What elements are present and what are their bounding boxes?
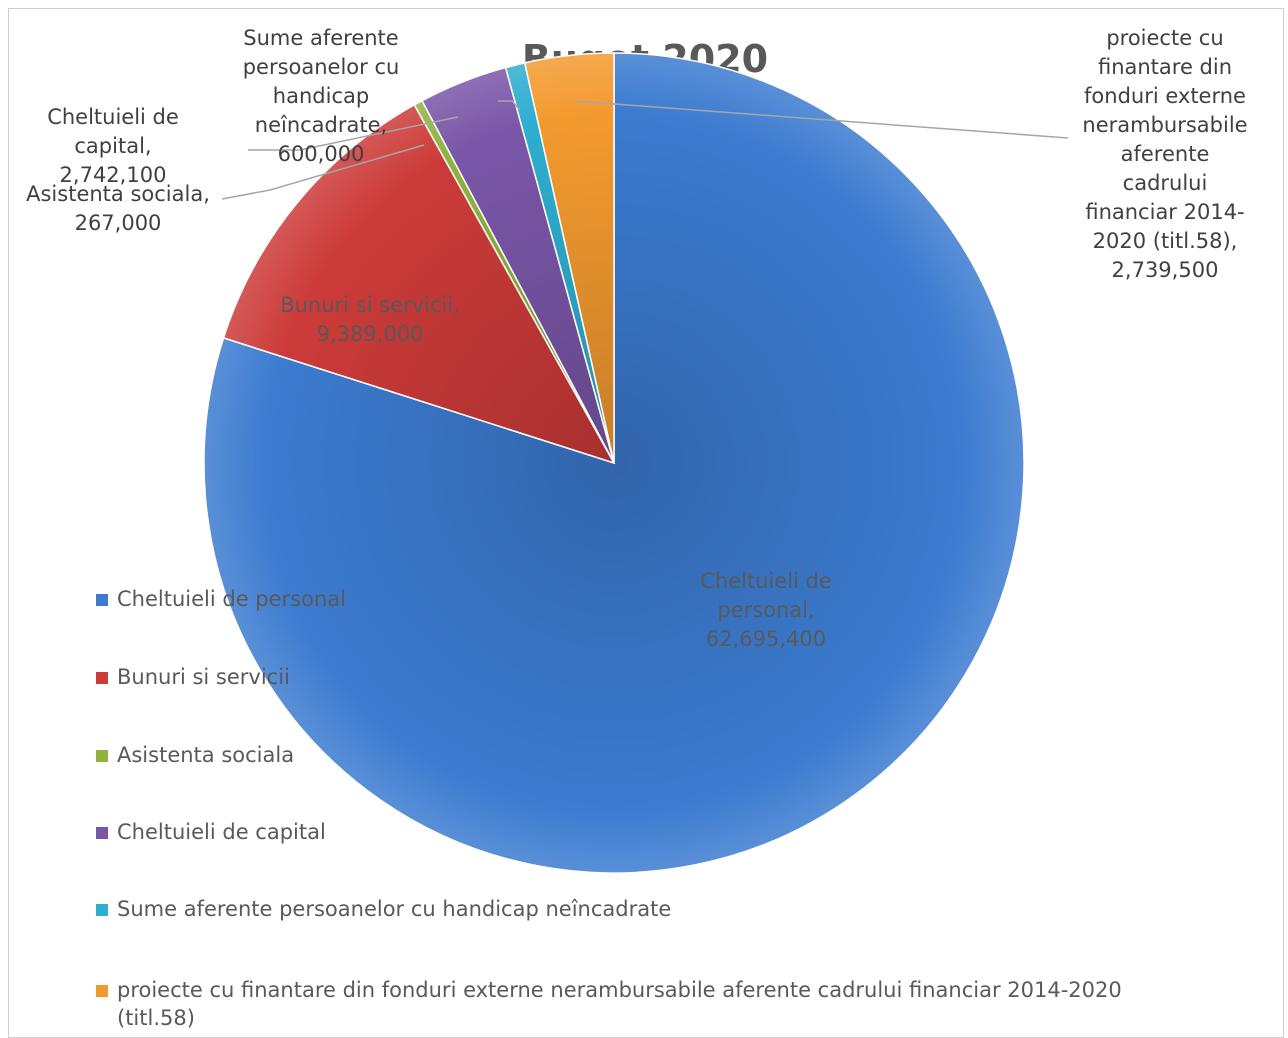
legend-label: Cheltuieli de capital bbox=[117, 820, 326, 844]
legend-swatch bbox=[96, 985, 108, 997]
legend-swatch bbox=[96, 672, 108, 684]
data-label-proiecte-cu-finantare-din-fonduri-extern: proiecte cu finantare din fonduri externe n… bbox=[1082, 26, 1247, 282]
leader-line-cheltuieli-de-capital bbox=[248, 116, 459, 151]
pie-slice-proiecte-cu-finantare-din-fonduri-extern bbox=[523, 52, 615, 464]
legend-swatch bbox=[96, 750, 108, 762]
legend-item-3: Asistenta sociala bbox=[96, 743, 294, 767]
legend-swatch bbox=[96, 827, 108, 839]
data-label-cheltuieli-de-personal: Cheltuieli de personal, 62,695,400 bbox=[700, 569, 832, 651]
legend-item-4: Cheltuieli de capital bbox=[96, 820, 326, 844]
legend-label: Sume aferente persoanelor cu handicap ne… bbox=[117, 897, 671, 921]
legend-item-2: Bunuri si servicii bbox=[96, 665, 290, 689]
data-label-asistenta-sociala: Asistenta sociala, 267,000 bbox=[26, 182, 210, 235]
legend-label: Cheltuieli de personal bbox=[117, 587, 346, 611]
data-label-cheltuieli-de-capital: Cheltuieli de capital, 2,742,100 bbox=[47, 105, 179, 187]
legend-label: Bunuri si servicii bbox=[117, 665, 290, 689]
data-label-bunuri-si-servicii: Bunuri si servicii, 9,389,000 bbox=[280, 293, 460, 346]
legend-item-5: Sume aferente persoanelor cu handicap ne… bbox=[96, 897, 671, 921]
leader-line-proiecte-titl58 bbox=[574, 100, 1069, 139]
legend-swatch bbox=[96, 594, 108, 606]
leader-line-asistenta-sociala bbox=[221, 144, 425, 200]
legend-label: Asistenta sociala bbox=[117, 743, 294, 767]
legend-swatch bbox=[96, 904, 108, 916]
legend-label: proiecte cu finantare din fonduri extern… bbox=[117, 978, 1122, 1028]
data-label-sume-aferente-persoanelor-cu-handicap-ne: Sume aferente persoanelor cu handicap neînc… bbox=[243, 26, 400, 166]
legend-item-6: proiecte cu finantare din fonduri extern… bbox=[96, 978, 1122, 1028]
pie-slice-bunuri-si-servicii bbox=[222, 103, 616, 465]
legend-item-1: Cheltuieli de personal bbox=[96, 587, 346, 611]
leader-line-sume-aferente bbox=[498, 100, 521, 111]
